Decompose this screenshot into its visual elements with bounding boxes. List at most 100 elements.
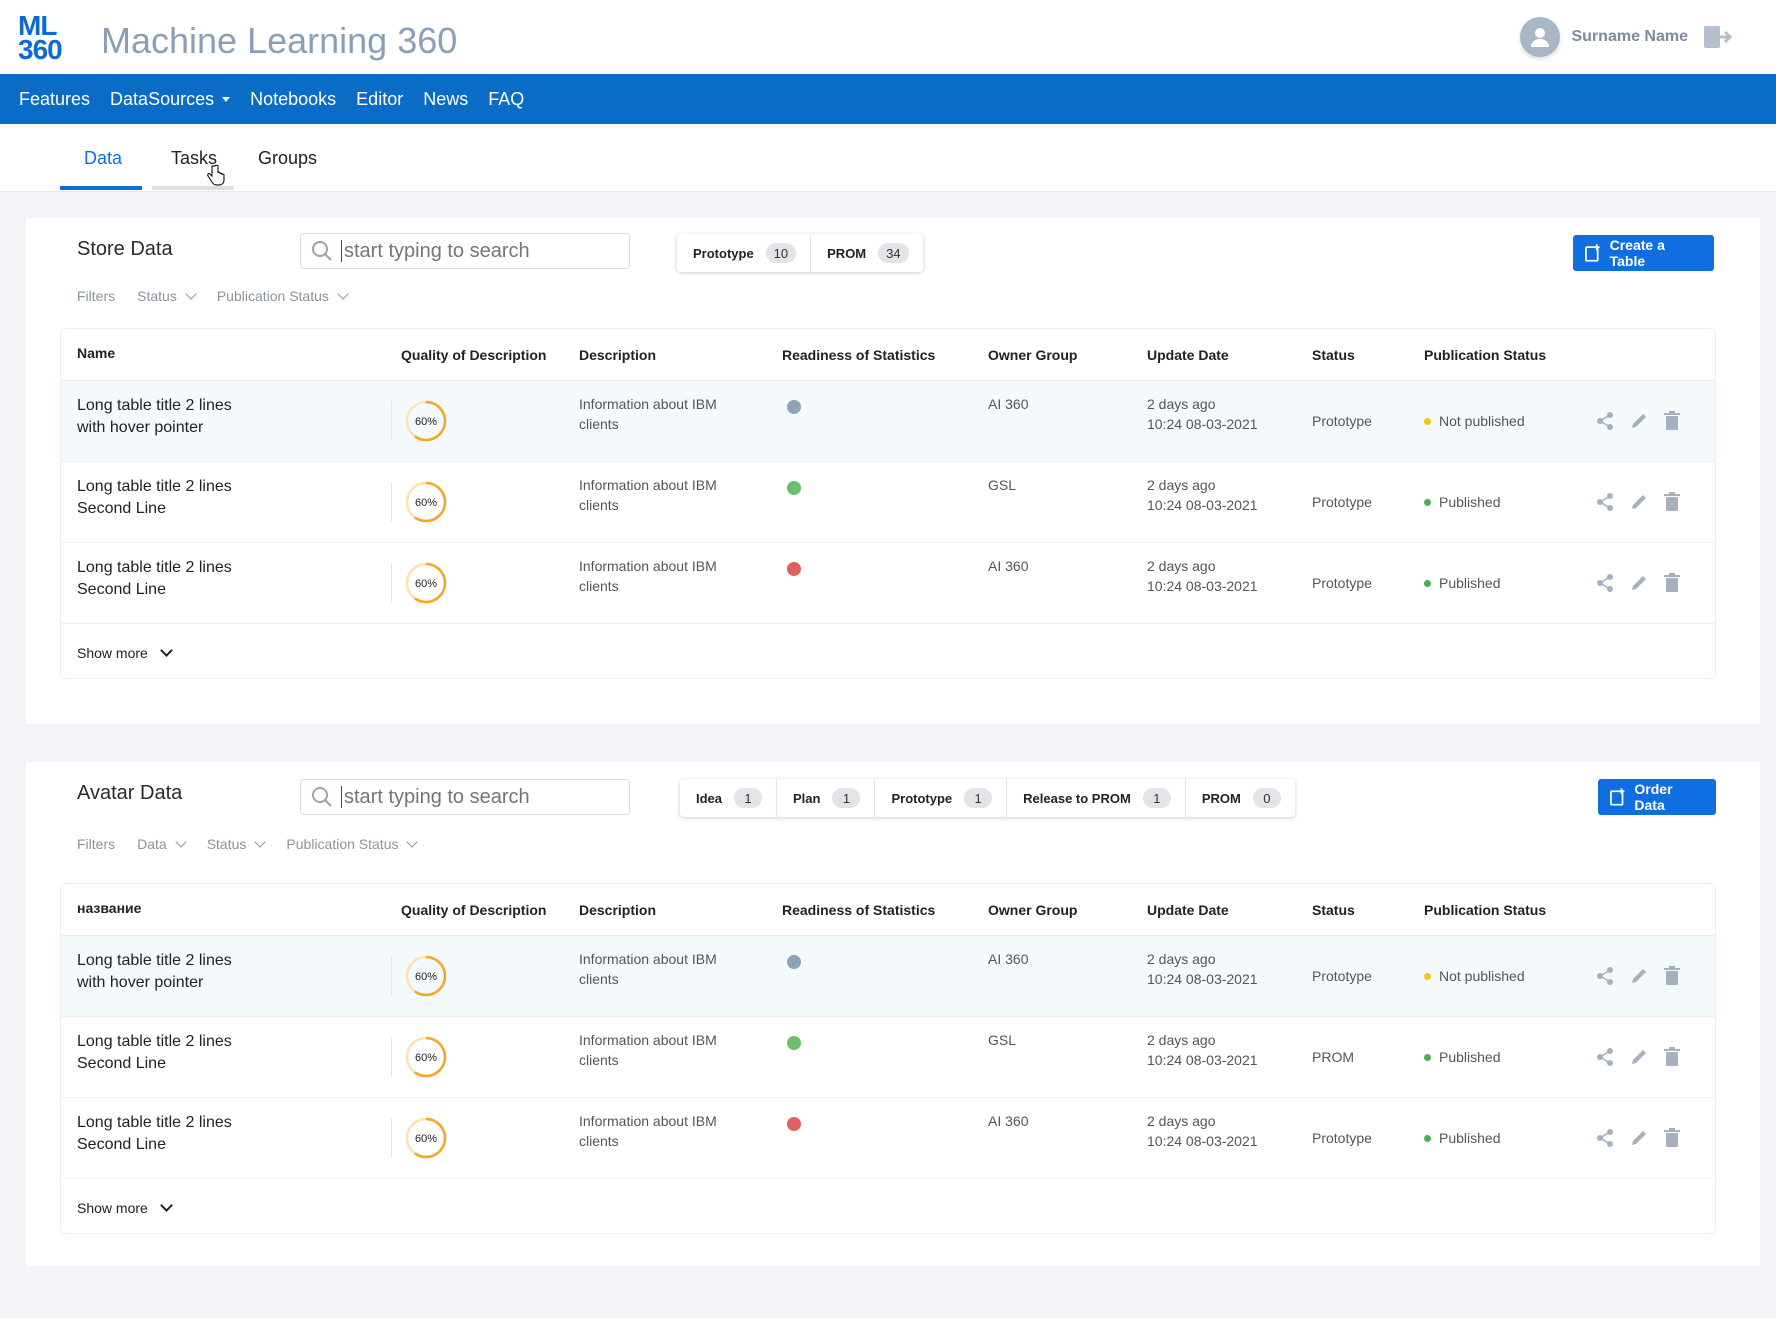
avatar-search-field[interactable] bbox=[300, 779, 630, 815]
column-header[interactable]: Owner Group bbox=[988, 902, 1078, 918]
update-date: 2 days ago 10:24 08-03-2021 bbox=[1147, 1111, 1258, 1151]
edit-icon[interactable] bbox=[1629, 492, 1649, 512]
segment-plan[interactable]: Plan 1 bbox=[777, 779, 876, 817]
filter-status[interactable]: Status bbox=[207, 835, 267, 852]
nav-notebooks[interactable]: Notebooks bbox=[250, 88, 337, 109]
filter-publication-status[interactable]: Publication Status bbox=[286, 835, 419, 852]
column-header[interactable]: Update Date bbox=[1147, 347, 1229, 363]
chevron-down-icon bbox=[254, 835, 267, 848]
row-name-line2: Second Line bbox=[77, 1055, 166, 1072]
row-name[interactable]: Long table title 2 lines Second Line bbox=[77, 557, 232, 601]
order-data-label: Order Data bbox=[1634, 781, 1673, 813]
share-icon[interactable] bbox=[1595, 573, 1615, 593]
edit-icon[interactable] bbox=[1629, 573, 1649, 593]
delete-icon[interactable] bbox=[1663, 966, 1681, 986]
edit-icon[interactable] bbox=[1629, 1128, 1649, 1148]
show-more-button[interactable]: Show more bbox=[77, 644, 173, 661]
user-menu[interactable]: Surname Name bbox=[1519, 16, 1735, 58]
table-row[interactable]: Long table title 2 lines Second Line 60%… bbox=[61, 1098, 1715, 1179]
share-icon[interactable] bbox=[1595, 411, 1615, 431]
table-row[interactable]: Long table title 2 lines with hover poin… bbox=[61, 936, 1715, 1017]
column-header[interactable]: название bbox=[77, 900, 142, 916]
column-header[interactable]: Update Date bbox=[1147, 902, 1229, 918]
row-name[interactable]: Long table title 2 lines Second Line bbox=[77, 1112, 232, 1156]
create-table-button[interactable]: Create a Table bbox=[1573, 235, 1714, 271]
store-search-input[interactable] bbox=[341, 240, 621, 262]
share-icon[interactable] bbox=[1595, 1047, 1615, 1067]
edit-icon[interactable] bbox=[1629, 966, 1649, 986]
quality-ring: 60% bbox=[405, 1117, 447, 1159]
edit-icon[interactable] bbox=[1629, 1047, 1649, 1067]
readiness-indicator bbox=[787, 562, 801, 576]
delete-icon[interactable] bbox=[1663, 492, 1681, 512]
quality-ring: 60% bbox=[405, 955, 447, 997]
share-icon[interactable] bbox=[1595, 966, 1615, 986]
nav-features[interactable]: Features bbox=[19, 88, 91, 109]
table-row[interactable]: Long table title 2 lines Second Line 60%… bbox=[61, 1017, 1715, 1098]
desc-line2: clients bbox=[579, 416, 619, 432]
publication-label: Published bbox=[1439, 1049, 1501, 1065]
tab-tasks[interactable]: Tasks bbox=[171, 148, 218, 168]
share-icon[interactable] bbox=[1595, 1128, 1615, 1148]
filter-publication-status[interactable]: Publication Status bbox=[217, 287, 349, 304]
column-header[interactable]: Description bbox=[579, 902, 657, 918]
quality-ring: 60% bbox=[405, 1036, 447, 1078]
segment-release-to-prom[interactable]: Release to PROM 1 bbox=[1007, 779, 1186, 817]
readiness-indicator bbox=[787, 955, 801, 969]
nav-datasources[interactable]: DataSources bbox=[110, 89, 231, 110]
column-header[interactable]: Description bbox=[579, 347, 657, 363]
store-search-field[interactable] bbox=[300, 233, 630, 269]
column-header[interactable]: Publication Status bbox=[1424, 902, 1547, 918]
column-header[interactable]: Status bbox=[1312, 902, 1355, 918]
publication-status: Published bbox=[1424, 573, 1501, 593]
row-name[interactable]: Long table title 2 lines Second Line bbox=[77, 476, 232, 520]
owner-group: GSL bbox=[988, 1032, 1017, 1048]
row-name[interactable]: Long table title 2 lines with hover poin… bbox=[77, 950, 232, 994]
ml360-logo[interactable]: ML 360 bbox=[18, 10, 70, 64]
column-header[interactable]: Quality of Description bbox=[401, 347, 547, 363]
tab-data[interactable]: Data bbox=[84, 148, 123, 168]
row-name-line2: with hover pointer bbox=[77, 419, 204, 436]
tab-groups[interactable]: Groups bbox=[258, 148, 318, 168]
show-more-button[interactable]: Show more bbox=[77, 1199, 173, 1216]
table-row[interactable]: Long table title 2 lines Second Line 60%… bbox=[61, 462, 1715, 543]
segment-idea[interactable]: Idea 1 bbox=[680, 779, 778, 817]
segment-prototype[interactable]: Prototype 10 bbox=[677, 234, 812, 272]
table-row[interactable]: Long table title 2 lines Second Line 60%… bbox=[61, 543, 1715, 624]
column-header[interactable]: Name bbox=[77, 345, 116, 361]
column-header[interactable]: Publication Status bbox=[1424, 347, 1547, 363]
row-name[interactable]: Long table title 2 lines with hover poin… bbox=[77, 395, 232, 439]
delete-icon[interactable] bbox=[1663, 1047, 1681, 1067]
filter-data[interactable]: Data bbox=[137, 835, 187, 852]
column-header[interactable]: Status bbox=[1312, 347, 1355, 363]
add-table-icon bbox=[1610, 788, 1625, 806]
delete-icon[interactable] bbox=[1663, 1128, 1681, 1148]
avatar[interactable] bbox=[1519, 17, 1560, 57]
readiness-indicator bbox=[787, 1036, 801, 1050]
filter-status[interactable]: Status bbox=[137, 287, 197, 304]
search-icon bbox=[312, 787, 332, 807]
count-badge: 1 bbox=[1142, 788, 1171, 808]
column-header[interactable]: Readiness of Statistics bbox=[782, 347, 936, 363]
order-data-button[interactable]: Order Data bbox=[1598, 779, 1716, 815]
nav-news[interactable]: News bbox=[423, 88, 469, 109]
column-header[interactable]: Readiness of Statistics bbox=[782, 902, 936, 918]
logo-text-top: ML bbox=[18, 10, 57, 41]
share-icon[interactable] bbox=[1595, 492, 1615, 512]
nav-faq[interactable]: FAQ bbox=[488, 88, 525, 109]
segment-prototype[interactable]: Prototype 1 bbox=[875, 779, 1008, 817]
avatar-search-input[interactable] bbox=[341, 786, 621, 808]
publication-status: Not published bbox=[1424, 411, 1525, 431]
table-row[interactable]: Long table title 2 lines with hover poin… bbox=[61, 381, 1715, 462]
delete-icon[interactable] bbox=[1663, 573, 1681, 593]
segment-prom[interactable]: PROM 34 bbox=[811, 234, 922, 272]
delete-icon[interactable] bbox=[1663, 411, 1681, 431]
column-header[interactable]: Quality of Description bbox=[401, 902, 547, 918]
segment-prom[interactable]: PROM 0 bbox=[1186, 779, 1295, 817]
quality-percent: 60% bbox=[415, 416, 437, 428]
row-name[interactable]: Long table title 2 lines Second Line bbox=[77, 1031, 232, 1075]
logout-icon[interactable] bbox=[1702, 24, 1734, 50]
edit-icon[interactable] bbox=[1629, 411, 1649, 431]
nav-editor[interactable]: Editor bbox=[356, 88, 404, 109]
column-header[interactable]: Owner Group bbox=[988, 347, 1078, 363]
